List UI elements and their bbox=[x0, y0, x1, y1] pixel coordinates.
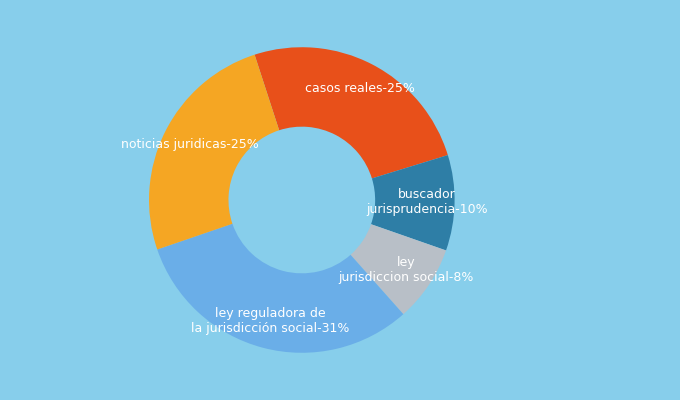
Wedge shape bbox=[149, 55, 279, 250]
Text: ley
jurisdiccion social-8%: ley jurisdiccion social-8% bbox=[338, 256, 473, 284]
Wedge shape bbox=[371, 155, 455, 250]
Text: buscador
jurisprudencia-10%: buscador jurisprudencia-10% bbox=[367, 188, 488, 216]
Wedge shape bbox=[157, 224, 403, 353]
Text: ley reguladora de
la jurisdicción social-31%: ley reguladora de la jurisdicción social… bbox=[191, 307, 349, 335]
Wedge shape bbox=[350, 224, 446, 314]
Wedge shape bbox=[254, 47, 448, 178]
Text: noticias juridicas-25%: noticias juridicas-25% bbox=[121, 138, 258, 150]
Text: casos reales-25%: casos reales-25% bbox=[305, 82, 415, 95]
